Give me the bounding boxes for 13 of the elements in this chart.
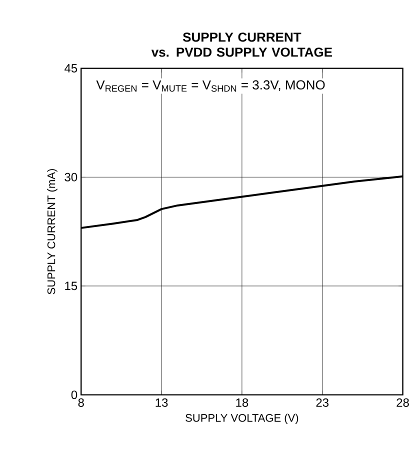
annotation: V$_{REGEN}$ = V$_{MUTE}$ = V$_{SHDN}$ = 3.3V, MONO [96, 80, 325, 92]
x-tick-label: 13 [156, 398, 168, 407]
y-tick-label: 30 [64, 172, 78, 182]
x-tick-label: 23 [316, 398, 329, 407]
x-axis-title: SUPPLY VOLTAGE (V) [186, 414, 298, 424]
x-tick-label: 18 [236, 398, 248, 407]
y-tick-label: 15 [65, 282, 78, 290]
chart-title: SUPPLY CURRENT vs. PVDD SUPPLY VOLTAGE [151, 32, 332, 57]
x-tick-label: 28 [396, 398, 409, 407]
x-tick-label: 8 [78, 398, 84, 407]
y-tick-label: 45 [64, 64, 78, 72]
y-tick-label: 0 [71, 390, 78, 400]
y-axis-title: SUPPLY CURRENT (mA) [47, 169, 58, 294]
